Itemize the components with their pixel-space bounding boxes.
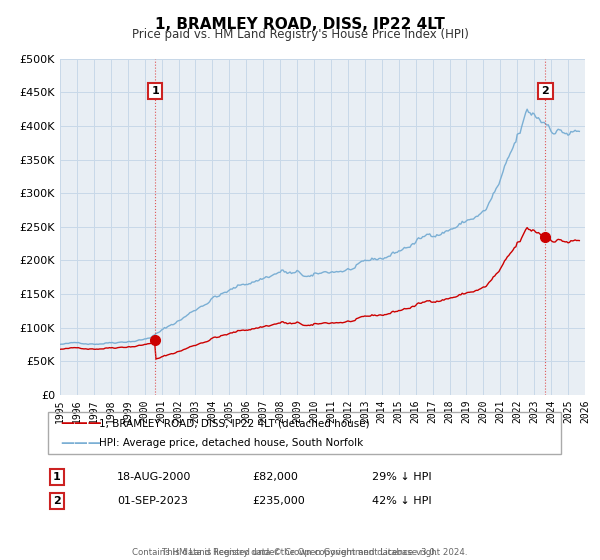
Text: HPI: Average price, detached house, South Norfolk: HPI: Average price, detached house, Sout…	[99, 438, 363, 447]
Text: This data is licensed under the Open Government Licence v3.0.: This data is licensed under the Open Gov…	[163, 538, 437, 557]
Text: £82,000: £82,000	[252, 472, 298, 482]
Text: 1, BRAMLEY ROAD, DISS, IP22 4LT: 1, BRAMLEY ROAD, DISS, IP22 4LT	[155, 17, 445, 32]
Text: Price paid vs. HM Land Registry's House Price Index (HPI): Price paid vs. HM Land Registry's House …	[131, 28, 469, 41]
Text: 1, BRAMLEY ROAD, DISS, IP22 4LT (detached house): 1, BRAMLEY ROAD, DISS, IP22 4LT (detache…	[99, 418, 370, 428]
Text: Contains HM Land Registry data © Crown copyright and database right 2024.: Contains HM Land Registry data © Crown c…	[132, 548, 468, 557]
Text: 1: 1	[151, 86, 159, 96]
Text: ———: ———	[60, 436, 101, 450]
Text: ———: ———	[60, 417, 101, 431]
Text: 29% ↓ HPI: 29% ↓ HPI	[372, 472, 431, 482]
Text: 2: 2	[53, 496, 61, 506]
Text: 01-SEP-2023: 01-SEP-2023	[117, 496, 188, 506]
Text: 42% ↓ HPI: 42% ↓ HPI	[372, 496, 431, 506]
Text: 1: 1	[53, 472, 61, 482]
Text: 2: 2	[542, 86, 550, 96]
Text: 18-AUG-2000: 18-AUG-2000	[117, 472, 191, 482]
Text: £235,000: £235,000	[252, 496, 305, 506]
